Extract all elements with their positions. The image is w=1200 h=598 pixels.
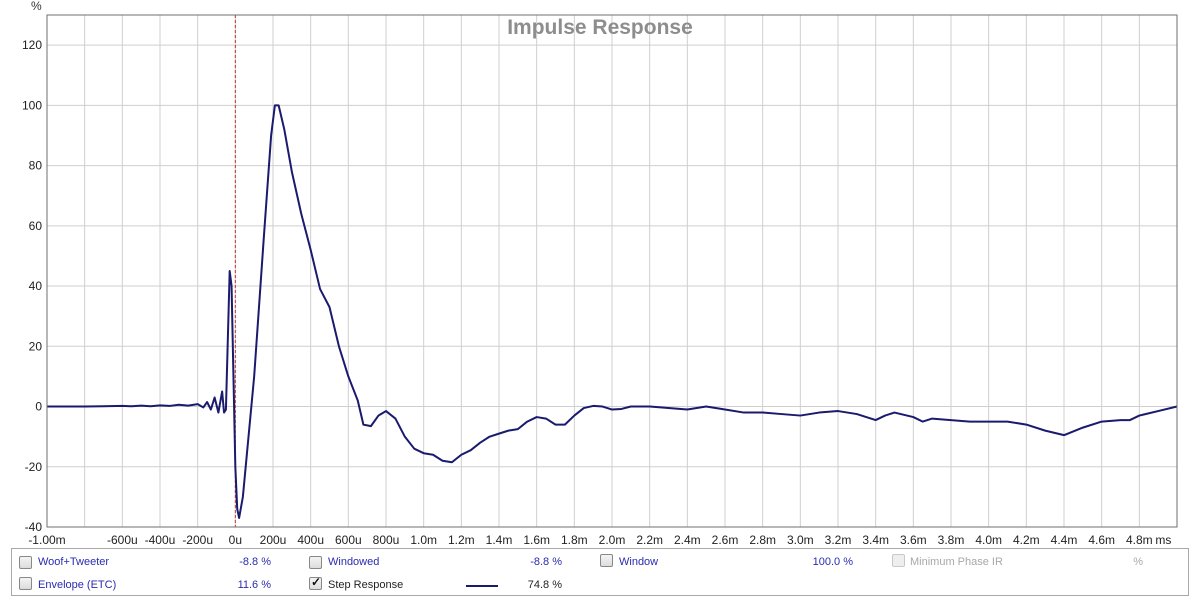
x-tick-label: 4.2m xyxy=(1013,533,1040,546)
legend-panel: Woof+Tweeter -8.8 % Windowed -8.8 % Wind… xyxy=(11,548,1189,596)
x-tick-label: 3.8m xyxy=(938,533,965,546)
x-tick-label: 1.4m xyxy=(486,533,513,546)
windowed-checkbox[interactable] xyxy=(309,556,322,569)
x-tick-label: 1.8m xyxy=(561,533,588,546)
chart-title: Impulse Response xyxy=(507,16,693,39)
x-tick-label: 4.4m xyxy=(1051,533,1078,546)
y-tick-label: 40 xyxy=(29,279,43,293)
x-tick-label: 1.6m xyxy=(523,533,550,546)
windowed-label[interactable]: Windowed xyxy=(328,556,380,568)
x-axis-unit-label: ms xyxy=(1155,533,1171,546)
y-tick-label: -40 xyxy=(25,520,43,534)
y-tick-label: -20 xyxy=(25,460,43,474)
x-tick-label: -200u xyxy=(182,533,213,546)
y-axis-unit: % xyxy=(31,0,42,13)
x-tick-label: 3.0m xyxy=(787,533,814,546)
y-tick-label: 120 xyxy=(22,38,42,52)
envelope-etc-value: 11.6 % xyxy=(237,579,271,591)
woof-tweeter-checkbox[interactable] xyxy=(19,556,32,569)
windowed-value: -8.8 % xyxy=(530,556,562,568)
minimum-phase-ir-value: % xyxy=(1133,556,1143,568)
x-tick-label: 1.2m xyxy=(448,533,475,546)
envelope-etc-label[interactable]: Envelope (ETC) xyxy=(38,579,117,591)
step-response-label[interactable]: Step Response xyxy=(328,579,404,591)
minimum-phase-ir-checkbox xyxy=(892,554,905,567)
x-tick-label: -400u xyxy=(145,533,176,546)
impulse-response-chart: -40 -20 0 20 40 60 80 100 120 -1.00m -600u -400u -2… xyxy=(22,0,1178,546)
envelope-etc-checkbox[interactable] xyxy=(19,577,32,590)
x-axis-ticks: -1.00m -600u -400u -200u 0u 200u 400u 600u 800u 1… xyxy=(28,533,1171,546)
window-checkbox[interactable] xyxy=(600,554,613,567)
y-tick-label: 100 xyxy=(22,98,42,112)
x-tick-label: 3.4m xyxy=(862,533,889,546)
woof-tweeter-label[interactable]: Woof+Tweeter xyxy=(38,556,110,568)
y-tick-label: 0 xyxy=(35,400,42,414)
step-response-value: 74.8 % xyxy=(527,579,562,591)
x-tick-label: 2.4m xyxy=(674,533,701,546)
x-tick-label: 3.2m xyxy=(825,533,852,546)
plot-border xyxy=(46,14,1178,528)
x-tick-label: -600u xyxy=(107,533,138,546)
x-tick-label: 1.0m xyxy=(410,533,437,546)
x-tick-label: 2.0m xyxy=(599,533,626,546)
x-tick-label: 2.6m xyxy=(712,533,739,546)
x-tick-label: 200u xyxy=(260,533,287,546)
window-label[interactable]: Window xyxy=(619,556,659,568)
y-tick-label: 60 xyxy=(29,219,43,233)
window-value: 100.0 % xyxy=(812,556,853,568)
x-tick-label: -1.00m xyxy=(28,533,65,546)
y-axis-ticks: -40 -20 0 20 40 60 80 100 120 xyxy=(22,38,42,534)
y-tick-label: 80 xyxy=(29,159,43,173)
x-tick-label: 600u xyxy=(335,533,362,546)
x-tick-label: 2.2m xyxy=(636,533,663,546)
x-tick-label: 4.8m xyxy=(1126,533,1153,546)
woof-tweeter-value: -8.8 % xyxy=(239,556,271,568)
x-tick-label: 400u xyxy=(297,533,324,546)
x-tick-label: 4.0m xyxy=(975,533,1002,546)
x-tick-label: 4.6m xyxy=(1088,533,1115,546)
x-tick-label: 800u xyxy=(373,533,400,546)
series-group xyxy=(47,104,1178,519)
series-line-step-response xyxy=(47,104,1178,519)
step-response-checkbox[interactable] xyxy=(309,575,322,590)
x-tick-label: 2.8m xyxy=(749,533,776,546)
x-tick-label: 3.6m xyxy=(900,533,927,546)
minimum-phase-ir-label: Minimum Phase IR xyxy=(910,556,1003,568)
step-response-line-swatch xyxy=(466,585,498,587)
y-tick-label: 20 xyxy=(29,339,43,353)
x-tick-label: 0u xyxy=(229,533,242,546)
